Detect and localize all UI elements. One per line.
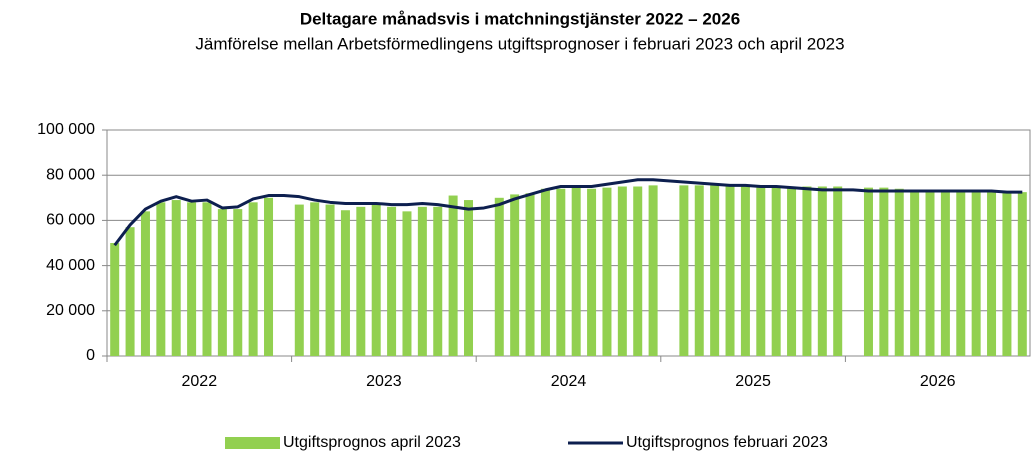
bar: [771, 186, 781, 356]
bar: [617, 186, 627, 356]
line: [113, 178, 1023, 247]
bar: [1002, 191, 1012, 356]
bar: [879, 187, 889, 356]
bar: [464, 200, 474, 356]
x-group-label: 2025: [735, 373, 771, 390]
bar: [110, 243, 120, 356]
bar: [648, 185, 658, 356]
bar: [602, 187, 612, 356]
bar: [725, 186, 735, 356]
bar: [679, 185, 689, 356]
bar: [817, 186, 827, 356]
bar: [910, 189, 920, 356]
bar: [833, 186, 843, 356]
x-group-label: 2022: [182, 373, 218, 390]
bar: [233, 209, 243, 356]
bar: [387, 206, 397, 356]
x-group-label: 2023: [366, 373, 402, 390]
bar: [294, 204, 304, 356]
bar: [248, 202, 258, 356]
bar: [156, 202, 166, 356]
bar: [971, 191, 981, 356]
bar: [125, 227, 135, 356]
bar: [525, 193, 535, 356]
bar: [494, 197, 504, 356]
bar: [940, 189, 950, 356]
bar: [171, 200, 181, 356]
bar: [540, 188, 550, 356]
legend-label: Utgiftsprognos februari 2023: [626, 434, 828, 451]
bar: [802, 186, 812, 356]
bar: [140, 211, 150, 356]
bar: [987, 191, 997, 356]
bar: [787, 186, 797, 356]
x-group-label: 2024: [551, 373, 587, 390]
bar: [694, 185, 704, 356]
bar: [202, 202, 212, 356]
bar: [571, 186, 581, 356]
plot-area: [106, 129, 1031, 357]
bar: [402, 211, 412, 356]
legend-label: Utgiftsprognos april 2023: [283, 434, 461, 451]
y-tick-label: 100 000: [37, 121, 95, 138]
bar: [925, 189, 935, 356]
y-tick-label: 0: [86, 347, 95, 364]
bar: [587, 188, 597, 356]
bar: [433, 206, 443, 356]
y-tick-label: 20 000: [46, 302, 95, 319]
bar: [556, 188, 566, 356]
bar: [894, 188, 904, 356]
bar: [325, 204, 335, 356]
bar: [264, 197, 274, 356]
bar: [310, 202, 320, 356]
bar: [740, 186, 750, 356]
bar: [510, 194, 520, 356]
y-tick-label: 60 000: [46, 212, 95, 229]
bar: [217, 209, 227, 356]
bar: [417, 206, 427, 356]
bar: [956, 189, 966, 356]
bar: [187, 202, 197, 356]
legend-swatch: [225, 437, 280, 449]
chart-subtitle: Jämförelse mellan Arbetsförmedlingens ut…: [195, 34, 844, 53]
chart-title: Deltagare månadsvis i matchningstjänster…: [300, 9, 740, 28]
bar: [756, 186, 766, 356]
y-tick-label: 80 000: [46, 166, 95, 183]
bar: [340, 210, 350, 356]
bar: [371, 204, 381, 356]
bar: [1017, 192, 1027, 356]
bar: [633, 186, 643, 356]
bar: [863, 187, 873, 356]
bar: [710, 185, 720, 356]
x-group-label: 2026: [920, 373, 956, 390]
bar: [356, 206, 366, 356]
y-tick-label: 40 000: [46, 257, 95, 274]
bar: [448, 195, 458, 356]
